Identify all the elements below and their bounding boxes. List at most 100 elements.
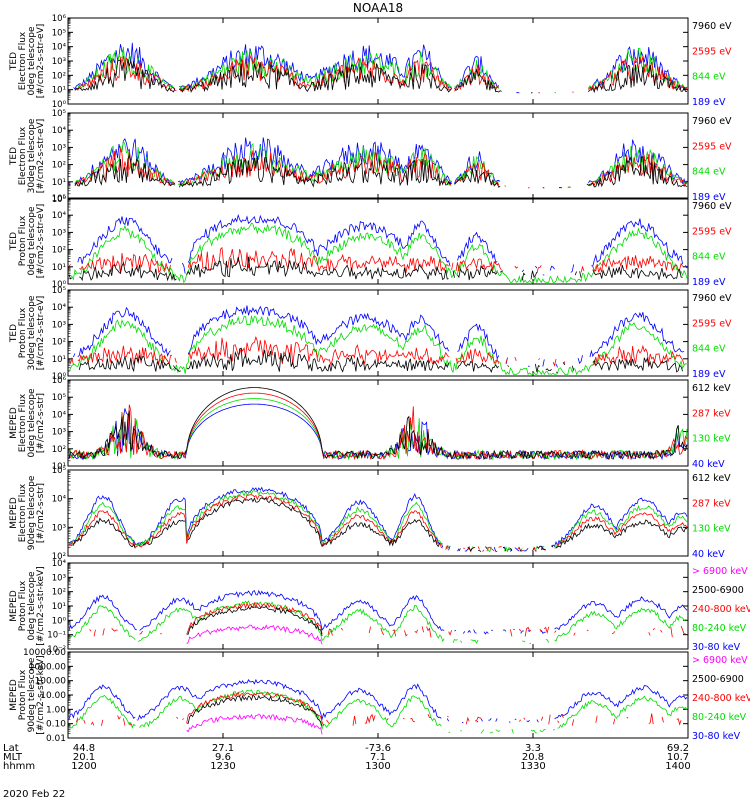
legend-entry: 189 eV <box>692 277 726 288</box>
y-tick-label: 10⁴ <box>52 126 67 136</box>
series-line-2500-6900 <box>186 605 323 636</box>
y-tick-label: 10⁴ <box>52 43 67 53</box>
x-tick-label-lat: 69.2 <box>667 743 689 754</box>
y-tick-label: 10¹ <box>52 355 66 365</box>
y-axis-label-line: Proton Flux <box>18 580 28 631</box>
legend-entry: 287 keV <box>692 498 731 509</box>
date-label: 2020 Feb 22 <box>3 789 65 800</box>
chart-title: NOAA18 <box>353 1 403 15</box>
series-line-2500-6900 <box>186 694 323 727</box>
legend-entry: 844 eV <box>692 72 726 83</box>
y-axis-label-line: Electron Flux <box>18 393 28 452</box>
series-line-2595-ev <box>68 246 683 274</box>
series-line-30-80-kev <box>68 678 688 724</box>
series-line-189-ev <box>77 213 688 276</box>
y-tick-label: 10⁶ <box>52 14 67 24</box>
y-tick-label: 10⁴ <box>52 303 67 313</box>
x-tick-label-mlt: 7.1 <box>370 752 386 763</box>
y-axis-label-line: TED <box>9 232 19 251</box>
panel-6: 10² 10³ 10⁴ 10⁵ MEPED Electron Flux 90deg tele… <box>9 466 731 562</box>
series-line-80-240-kev <box>68 689 688 734</box>
y-tick-label: 10³ <box>52 573 66 583</box>
x-tick-label-lat: 3.3 <box>525 743 541 754</box>
y-tick-label: 0.10 <box>46 720 66 730</box>
y-tick-label: 10¹ <box>52 178 66 188</box>
legend-entry: 7960 eV <box>692 21 732 32</box>
y-axis-label-line: MEPED <box>9 407 19 439</box>
y-tick-label: 10⁵ <box>52 194 66 204</box>
series-line-844-ev <box>68 222 688 284</box>
series-line-30-80-kev <box>68 589 688 635</box>
legend-entry: 612 keV <box>692 473 731 484</box>
legend-entry: 40 keV <box>692 549 725 560</box>
y-tick-label: 10³ <box>52 143 66 153</box>
y-tick-label: 10² <box>52 161 66 171</box>
legend-entry: 2500-6900 <box>692 585 744 596</box>
y-tick-label: 10⁵ <box>52 28 66 38</box>
y-tick-label: 10⁴ <box>52 211 67 221</box>
series-line-189-ev <box>73 305 685 368</box>
y-tick-label: 10² <box>52 588 66 598</box>
x-tick-label-hhmm: 1400 <box>665 761 690 772</box>
legend-entry: 287 keV <box>692 408 731 419</box>
legend-entry: 130 keV <box>692 524 731 535</box>
panel-8: 0.01 0.10 1.00 10.00 100.00 1000.00 10000.00 ME… <box>9 648 750 744</box>
y-axis-label-line: 0deg telescope <box>27 26 37 96</box>
y-axis-label-line: [#/cm2-s-str-keV] <box>36 655 46 734</box>
y-axis-label-line: Proton Flux <box>18 307 28 358</box>
y-tick-label: 10² <box>52 246 66 256</box>
y-axis-label-line: [#/cm2-s-str-keV] <box>36 566 46 645</box>
legend-entry: 2595 eV <box>692 141 732 152</box>
y-tick-label: 10⁵ <box>52 109 66 119</box>
legend-entry: 189 eV <box>692 192 726 203</box>
y-axis-label-line: [#/cm2-s-str] <box>36 393 46 453</box>
y-axis-label-line: Electron Flux <box>18 31 28 90</box>
y-tick-label: 10³ <box>52 57 66 67</box>
panel-1: 10⁰ 10¹ 10² 10³ 10⁴ 10⁵ 10⁶ TED Electron Flux 0de… <box>9 14 732 110</box>
series-line-287-kev <box>68 392 688 461</box>
series-line-612-kev <box>70 497 688 552</box>
legend-entry: 7960 eV <box>692 201 732 212</box>
y-tick-label: 10¹ <box>52 602 66 612</box>
y-tick-label: 10⁴ <box>52 495 67 505</box>
y-tick-label: 10¹ <box>52 86 66 96</box>
legend-entry: 40 keV <box>692 459 725 470</box>
legend-entry: 2595 eV <box>692 226 732 237</box>
y-tick-label: 100.00 <box>35 677 67 687</box>
y-tick-label: 10⁰ <box>52 372 67 382</box>
y-tick-label: 10⁴ <box>52 410 67 420</box>
series-line-612-kev <box>68 387 688 461</box>
legend-entry: 130 keV <box>692 434 731 445</box>
y-axis-label-line: 90deg telescope <box>27 657 37 732</box>
x-tick-label-lat: 44.8 <box>73 743 95 754</box>
x-row-label: hhmm <box>3 761 35 772</box>
legend-entry: 2595 eV <box>692 46 732 57</box>
x-tick-label-mlt: 10.7 <box>667 752 689 763</box>
y-axis-label-line: [#/cm2-s-str] <box>36 483 46 543</box>
y-tick-label: 10¹ <box>52 263 66 273</box>
y-tick-label: 10⁻² <box>47 645 66 655</box>
legend-entry: 7960 eV <box>692 116 732 127</box>
y-tick-label: 10¹ <box>52 462 66 472</box>
y-tick-label: 10.00 <box>40 691 66 701</box>
legend-entry: 844 eV <box>692 344 726 355</box>
x-tick-label-hhmm: 1330 <box>520 761 545 772</box>
series-line-7960-ev <box>74 59 688 94</box>
series-line-844-ev <box>68 315 688 376</box>
y-axis-label-line: MEPED <box>9 590 19 622</box>
y-axis-label-line: TED <box>9 147 19 166</box>
y-tick-label: 10⁴ <box>52 559 67 569</box>
legend-entry: 7960 eV <box>692 293 732 304</box>
y-axis-label-line: 30deg telescope <box>27 295 37 370</box>
y-axis-label-line: MEPED <box>9 497 19 529</box>
y-tick-label: 10⁵ <box>52 286 66 296</box>
series-line-240-800-kev <box>89 601 686 638</box>
y-axis-label-line: 90deg telescope <box>27 475 37 550</box>
legend-entry: 2595 eV <box>692 318 732 329</box>
y-tick-label: 10⁰ <box>52 280 67 290</box>
y-tick-label: 10⁻¹ <box>47 631 66 641</box>
series-line--6900-kev <box>186 713 323 735</box>
x-tick-label-lat: 27.1 <box>212 743 234 754</box>
